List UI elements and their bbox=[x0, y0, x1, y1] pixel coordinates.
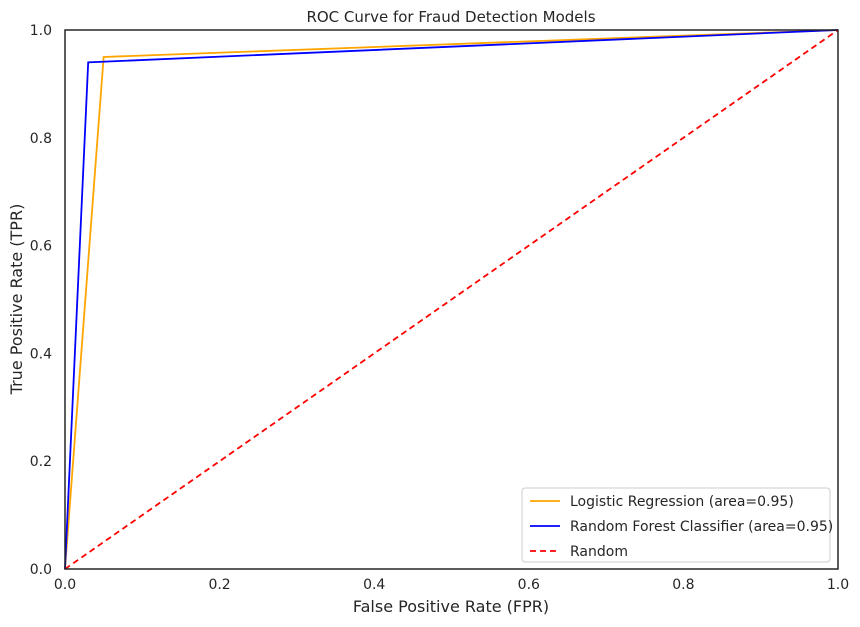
y-axis-label: True Positive Rate (TPR) bbox=[7, 204, 26, 396]
x-tick-label: 0.8 bbox=[672, 577, 694, 593]
y-axis-ticks: 0.0 0.2 0.4 0.6 0.8 1.0 bbox=[30, 23, 52, 578]
x-tick-label: 0.6 bbox=[518, 577, 540, 593]
x-tick-label: 0.2 bbox=[208, 577, 230, 593]
legend: Logistic Regression (area=0.95) Random Fo… bbox=[521, 487, 833, 563]
x-tick-label: 0.0 bbox=[54, 577, 76, 593]
series-line-1 bbox=[64, 29, 839, 570]
y-tick-label: 1.0 bbox=[30, 23, 52, 39]
legend-box bbox=[521, 487, 831, 563]
series-line-2 bbox=[64, 29, 839, 570]
legend-label-2: Random bbox=[570, 544, 628, 560]
plot-area bbox=[64, 29, 839, 570]
x-axis-label: False Positive Rate (FPR) bbox=[353, 597, 549, 616]
x-tick-label: 1.0 bbox=[827, 577, 849, 593]
y-tick-label: 0.2 bbox=[30, 454, 52, 470]
series-lines bbox=[64, 29, 839, 570]
legend-label-0: Logistic Regression (area=0.95) bbox=[570, 494, 794, 510]
x-axis-ticks: 0.0 0.2 0.4 0.6 0.8 1.0 bbox=[54, 577, 849, 593]
legend-label-1: Random Forest Classifier (area=0.95) bbox=[570, 519, 833, 535]
y-tick-label: 0.8 bbox=[30, 131, 52, 147]
y-tick-label: 0.6 bbox=[30, 239, 52, 255]
y-tick-label: 0.0 bbox=[30, 562, 52, 578]
x-tick-label: 0.4 bbox=[363, 577, 385, 593]
plot-frame bbox=[64, 29, 839, 570]
chart-title: ROC Curve for Fraud Detection Models bbox=[306, 8, 595, 26]
y-tick-label: 0.4 bbox=[30, 346, 52, 362]
series-line-0 bbox=[64, 29, 839, 570]
